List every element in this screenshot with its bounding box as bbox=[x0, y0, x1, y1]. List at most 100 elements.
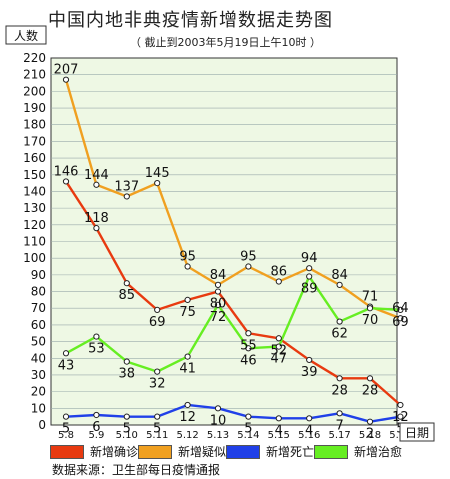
data-label-deaths: 5 bbox=[62, 422, 70, 437]
data-point-deaths bbox=[275, 415, 282, 422]
x-tick-label: 5.10 bbox=[116, 430, 138, 441]
data-label-confirmed: 52 bbox=[271, 343, 288, 358]
data-point-suspected bbox=[245, 263, 252, 270]
data-label-recovered: 38 bbox=[119, 367, 136, 382]
y-tick-label: 190 bbox=[23, 101, 46, 115]
data-point-recovered bbox=[184, 353, 191, 360]
data-label-recovered: 32 bbox=[149, 377, 166, 392]
data-label-suspected: 137 bbox=[114, 179, 139, 194]
data-label-confirmed: 118 bbox=[84, 211, 109, 226]
legend-label: 新增确诊 bbox=[90, 445, 139, 459]
legend-label: 新增死亡 bbox=[266, 445, 315, 459]
data-point-suspected bbox=[184, 263, 191, 270]
data-point-deaths bbox=[397, 413, 404, 420]
data-label-deaths: 7 bbox=[335, 418, 343, 433]
data-point-confirmed bbox=[245, 330, 252, 337]
data-label-suspected: 95 bbox=[179, 250, 196, 265]
y-tick-label: 80 bbox=[31, 285, 46, 299]
x-tick-label: 5.18 bbox=[359, 430, 381, 441]
data-point-deaths bbox=[154, 413, 161, 420]
y-tick-label: 130 bbox=[23, 201, 46, 215]
data-label-suspected: 84 bbox=[331, 268, 348, 283]
y-tick-label: 60 bbox=[31, 318, 46, 332]
data-label-recovered: 69 bbox=[392, 315, 409, 330]
data-label-suspected: 84 bbox=[210, 268, 227, 283]
data-point-confirmed bbox=[336, 375, 343, 382]
data-label-suspected: 71 bbox=[362, 290, 379, 305]
data-label-suspected: 94 bbox=[301, 251, 318, 266]
x-tick-label: 5.13 bbox=[207, 430, 229, 441]
y-tick-label: 0 bbox=[38, 418, 46, 432]
y-tick-label: 210 bbox=[23, 68, 46, 82]
y-tick-label: 10 bbox=[31, 401, 46, 415]
data-label-confirmed: 85 bbox=[119, 288, 136, 303]
data-point-recovered bbox=[154, 368, 161, 375]
data-point-suspected bbox=[93, 181, 100, 188]
data-point-suspected bbox=[336, 281, 343, 288]
data-label-deaths: 2 bbox=[366, 427, 374, 442]
xlabel-box bbox=[399, 422, 435, 442]
chart-title: 中国内地非典疫情新增数据走势图 bbox=[48, 10, 333, 31]
legend-item-suspected: 新增疑似 bbox=[138, 443, 226, 460]
legend-item-deaths: 新增死亡 bbox=[226, 443, 314, 460]
data-point-confirmed bbox=[184, 296, 191, 303]
data-label-recovered: 46 bbox=[240, 353, 257, 368]
data-point-deaths bbox=[184, 401, 191, 409]
data-point-deaths bbox=[93, 411, 100, 419]
data-label-confirmed: 146 bbox=[54, 164, 79, 179]
data-label-recovered: 43 bbox=[58, 358, 75, 373]
data-label-deaths: 12 bbox=[179, 410, 196, 425]
data-point-deaths bbox=[214, 405, 222, 412]
series-line-deaths bbox=[65, 403, 401, 423]
series-line-suspected bbox=[64, 79, 401, 320]
legend-label: 新增治愈 bbox=[354, 445, 403, 459]
data-label-suspected: 64 bbox=[392, 301, 409, 316]
data-point-suspected bbox=[62, 76, 70, 83]
y-tick-label: 40 bbox=[31, 351, 46, 365]
series-line-confirmed bbox=[64, 180, 402, 406]
data-point-suspected bbox=[154, 180, 161, 187]
y-tick-label: 220 bbox=[23, 51, 46, 65]
data-point-recovered bbox=[62, 350, 70, 357]
y-tick-label: 140 bbox=[23, 184, 46, 198]
y-tick-label: 150 bbox=[23, 168, 46, 182]
x-tick-label: 5.9 bbox=[88, 430, 104, 441]
data-point-suspected bbox=[214, 281, 222, 288]
data-label-confirmed: 55 bbox=[240, 338, 257, 353]
legend-label: 新增疑似 bbox=[178, 445, 227, 459]
data-label-confirmed: 28 bbox=[362, 383, 379, 398]
data-point-suspected bbox=[275, 278, 282, 285]
y-tick-label: 200 bbox=[23, 84, 46, 98]
y-tick-label: 30 bbox=[31, 368, 46, 382]
data-label-recovered: 47 bbox=[271, 352, 288, 367]
data-point-suspected bbox=[397, 315, 404, 322]
data-label-recovered: 62 bbox=[331, 327, 348, 342]
data-point-confirmed bbox=[154, 306, 161, 313]
ylabel: 人数 bbox=[14, 28, 38, 43]
data-point-deaths bbox=[62, 413, 70, 420]
data-point-recovered bbox=[123, 358, 130, 365]
data-label-recovered: 72 bbox=[210, 310, 227, 325]
y-tick-label: 170 bbox=[23, 134, 46, 148]
data-point-confirmed bbox=[275, 335, 282, 342]
x-tick-label: 5.8 bbox=[58, 430, 74, 441]
x-tick-label: 5.15 bbox=[268, 430, 290, 441]
data-point-confirmed bbox=[93, 225, 100, 232]
y-tick-label: 180 bbox=[23, 118, 46, 132]
xlabel: 日期 bbox=[405, 426, 429, 440]
y-tick-label: 70 bbox=[31, 301, 46, 315]
data-point-recovered bbox=[366, 305, 374, 312]
data-label-suspected: 86 bbox=[271, 265, 288, 280]
data-label-suspected: 95 bbox=[240, 250, 257, 265]
data-point-deaths bbox=[123, 413, 130, 420]
y-tick-label: 50 bbox=[31, 335, 46, 349]
data-label-suspected: 145 bbox=[145, 166, 170, 181]
data-point-confirmed bbox=[366, 375, 374, 382]
data-label-recovered: 89 bbox=[301, 282, 318, 297]
chart-subtitle: （ 截止到2003年5月19日上午10时 ） bbox=[130, 36, 321, 49]
data-label-deaths: 4 bbox=[275, 423, 283, 438]
data-point-suspected bbox=[306, 265, 313, 272]
data-point-confirmed bbox=[306, 356, 313, 364]
data-point-confirmed bbox=[397, 401, 404, 409]
